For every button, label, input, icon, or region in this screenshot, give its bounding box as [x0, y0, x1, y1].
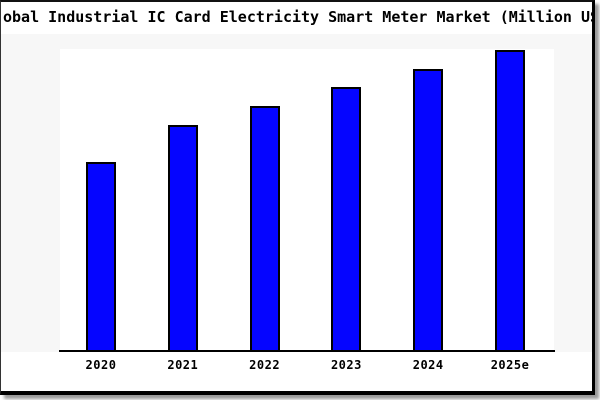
bar-2021 [167, 125, 198, 350]
title-band: obal Industrial IC Card Electricity Smar… [1, 2, 592, 34]
x-axis-label-band: Source: Prof Research [1, 352, 592, 391]
bar-2024 [413, 69, 444, 350]
chart-title: obal Industrial IC Card Electricity Smar… [3, 8, 592, 26]
x-tick-label-2020: 2020 [85, 358, 117, 372]
chart-frame: obal Industrial IC Card Electricity Smar… [0, 0, 595, 395]
x-tick-label-2024: 2024 [412, 358, 444, 372]
x-axis-line [59, 350, 555, 352]
plot-area [60, 49, 554, 350]
x-tick-label-2025e: 2025e [490, 358, 530, 372]
bar-2022 [249, 106, 280, 350]
x-tick-label-2023: 2023 [330, 358, 362, 372]
bar-2023 [331, 87, 362, 350]
x-tick-label-2021: 2021 [167, 358, 199, 372]
bar-2020 [86, 162, 116, 350]
bar-2025e [495, 50, 525, 350]
x-tick-label-2022: 2022 [249, 358, 281, 372]
